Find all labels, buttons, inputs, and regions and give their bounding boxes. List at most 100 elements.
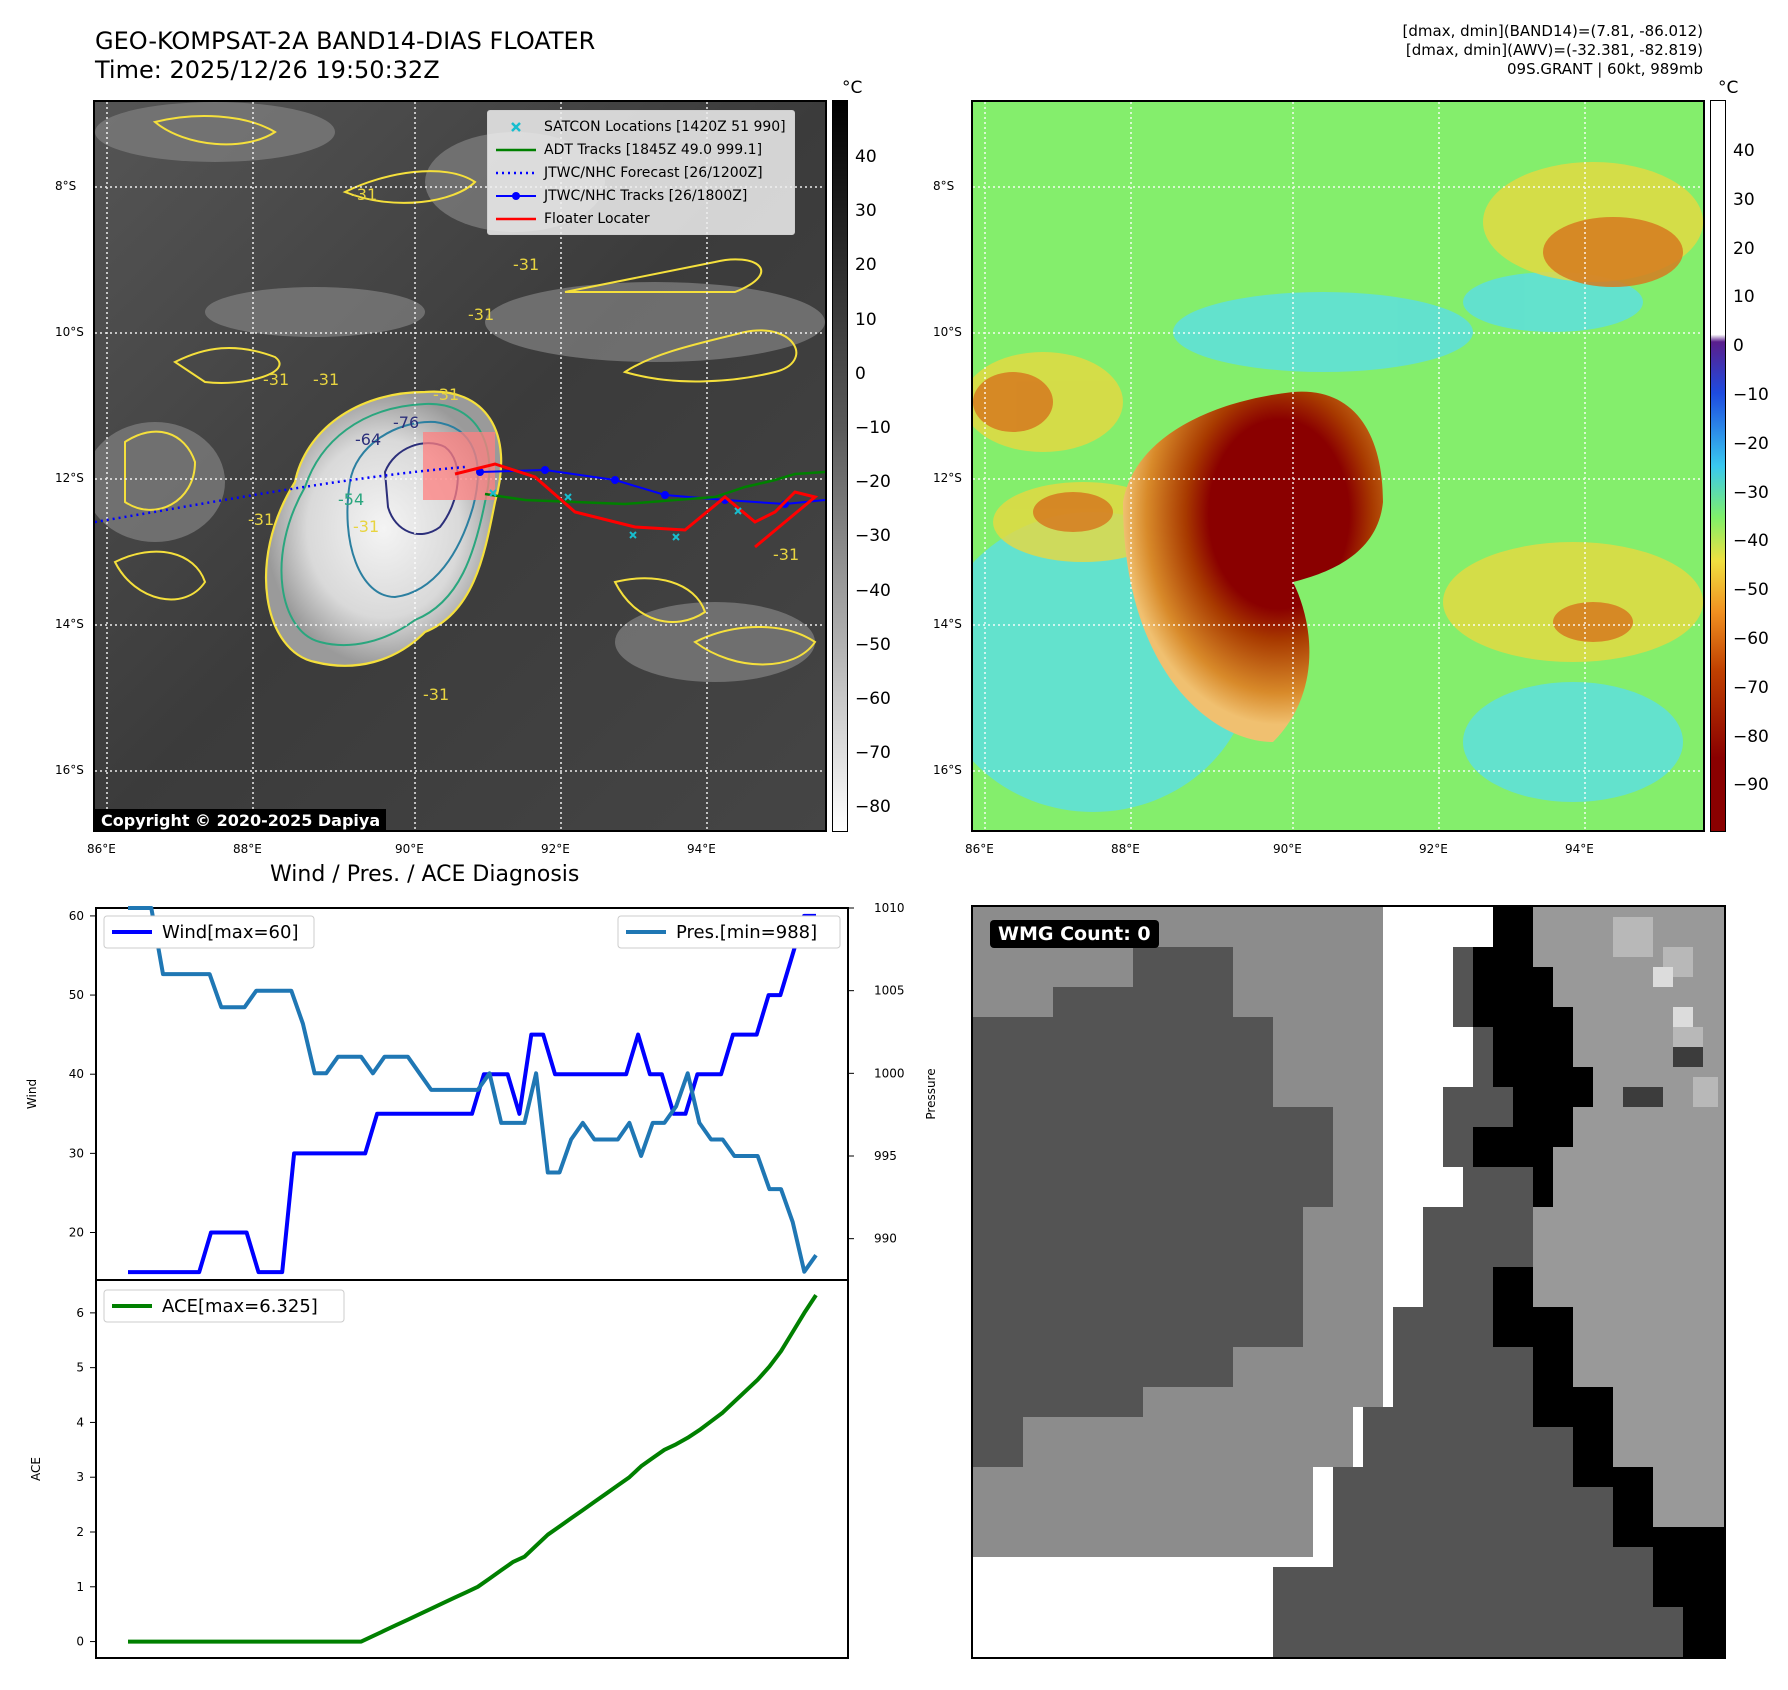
solid-line-icon — [496, 212, 536, 226]
awv-colorbar-tick: −10 — [1733, 385, 1769, 405]
ir-colorbar-tick: −60 — [855, 689, 891, 709]
lat-label: 16°S — [933, 763, 962, 777]
forecast-track — [95, 465, 466, 524]
legend-item-floater: Floater Locater — [496, 207, 786, 230]
contour-label: -31 — [773, 545, 799, 564]
awv-colorbar-tick: −80 — [1733, 726, 1769, 747]
awv-colorbar-tick: −50 — [1733, 580, 1769, 601]
wind-tick-label: 30 — [69, 1146, 84, 1160]
stats-block: [dmax, dmin](BAND14)=(7.81, -86.012) [dm… — [1403, 22, 1703, 79]
wmg-panel — [971, 905, 1726, 1659]
wind-tick-label: 60 — [69, 909, 84, 923]
contour-label-layer: -31 -31 -31 -31 -31 -31 -31 -31 -54 -64 -76 -31 -31 — [248, 185, 799, 704]
legend-item-adt: ADT Tracks [1845Z 49.0 999.1] — [496, 138, 786, 161]
contour-label: -31 — [433, 385, 459, 404]
solid-line-icon — [496, 143, 536, 157]
line-dot-icon — [496, 189, 536, 203]
ace-axis-label: ACE — [29, 1457, 43, 1481]
lat-label: 14°S — [55, 617, 84, 631]
contour-label: -64 — [355, 430, 381, 449]
lon-label: 94°E — [687, 842, 716, 856]
ace-tick-label: 2 — [76, 1525, 84, 1539]
pressure-tick-label: 995 — [874, 1149, 897, 1163]
ace-tick-label: 6 — [76, 1306, 84, 1320]
ir-colorbar-tick: −50 — [855, 634, 891, 655]
awv-colorbar-tick: −20 — [1733, 433, 1769, 454]
title-line-time: Time: 2025/12/26 19:50:32Z — [95, 56, 440, 84]
ace-legend: ACE[max=6.325] — [103, 1289, 345, 1323]
awv-colorbar-tick: −60 — [1733, 629, 1769, 649]
lon-label: 88°E — [233, 842, 262, 856]
contour-label: -31 — [513, 255, 539, 274]
copyright-badge: Copyright © 2020-2025 Dapiya — [95, 809, 387, 832]
legend-label-floater: Floater Locater — [544, 210, 650, 227]
ir-colorbar-tick: 10 — [855, 309, 877, 330]
lon-label: 92°E — [1419, 842, 1448, 856]
lat-label: 8°S — [55, 179, 77, 193]
legend-item-forecast: JTWC/NHC Forecast [26/1200Z] — [496, 161, 786, 184]
ace-tick-label: 3 — [76, 1470, 84, 1484]
lat-label: 10°S — [933, 325, 962, 339]
ir-colorbar-tick: 30 — [855, 201, 877, 222]
stats-storm: 09S.GRANT | 60kt, 989mb — [1506, 60, 1703, 78]
ir-colorbar-tick: 20 — [855, 255, 877, 276]
lat-label: 8°S — [933, 179, 955, 193]
svg-text:ACE[max=6.325]: ACE[max=6.325] — [162, 1296, 318, 1317]
pressure-tick-label: 1010 — [874, 901, 905, 915]
contour-label: -31 — [423, 685, 449, 704]
lat-label: 12°S — [55, 471, 84, 485]
stats-awv: [dmax, dmin](AWV)=(-32.381, -82.819) — [1405, 41, 1703, 59]
wind-legend: Wind[max=60] — [103, 915, 315, 949]
satcon-marker-icon — [496, 120, 536, 134]
svg-text:Wind[max=60]: Wind[max=60] — [162, 922, 299, 943]
title-line-satellite: GEO-KOMPSAT-2A BAND14-DIAS FLOATER — [95, 27, 596, 55]
wind-tick-label: 50 — [69, 988, 84, 1002]
dotted-line-icon — [496, 166, 536, 180]
diagnosis-title: Wind / Pres. / ACE Diagnosis — [270, 862, 580, 887]
wind-pressure-axes — [95, 907, 849, 1281]
diagnosis-chart: 60 50 40 30 20 1010 1005 1000 995 990 6 5 4 3 2 1 0 Wind P… — [25, 901, 938, 1659]
floater-track — [454, 462, 819, 549]
awv-colorbar-tick: 40 — [1733, 141, 1755, 161]
lat-label: 10°S — [55, 325, 84, 339]
pressure-series-line — [128, 906, 818, 1274]
legend-item-satcon: SATCON Locations [1420Z 51 990] — [496, 115, 786, 138]
ir-legend: SATCON Locations [1420Z 51 990] ADT Trac… — [487, 110, 795, 235]
ir-colorbar-tick: −80 — [855, 797, 891, 818]
ace-tick-label: 1 — [76, 1580, 84, 1594]
wmg-image — [973, 907, 1724, 1657]
stats-band14: [dmax, dmin](BAND14)=(7.81, -86.012) — [1402, 22, 1703, 40]
ir-map-panel: SATCON Locations [1420Z 51 990] ADT Trac… — [93, 100, 827, 832]
awv-colorbar-unit: °C — [1718, 78, 1739, 98]
awv-map-panel — [971, 100, 1705, 832]
ir-colorbar-tick: −20 — [855, 472, 891, 493]
ir-colorbar — [832, 100, 848, 832]
ir-colorbar-tick: −10 — [855, 418, 891, 438]
legend-label-jtwc: JTWC/NHC Tracks [26/1800Z] — [544, 187, 748, 204]
lon-label: 92°E — [541, 842, 570, 856]
pressure-legend: Pres.[min=988] — [617, 915, 841, 949]
awv-colorbar-tick: −30 — [1733, 482, 1769, 503]
lon-label: 90°E — [395, 842, 424, 856]
ace-tick-label: 4 — [76, 1415, 84, 1429]
legend-item-jtwc: JTWC/NHC Tracks [26/1800Z] — [496, 184, 786, 207]
awv-colorbar-tick: 20 — [1733, 238, 1755, 259]
lon-label: 94°E — [1565, 842, 1594, 856]
pressure-tick-label: 1000 — [874, 1066, 905, 1080]
ir-colorbar-unit: °C — [842, 78, 863, 98]
ir-colorbar-tick: −30 — [855, 526, 891, 547]
legend-label-adt: ADT Tracks [1845Z 49.0 999.1] — [544, 141, 763, 158]
ir-colorbar-tick: 40 — [855, 147, 877, 167]
ir-colorbar-tick: −70 — [855, 743, 891, 764]
lat-label: 16°S — [55, 763, 84, 777]
lon-label: 86°E — [965, 842, 994, 856]
legend-label-satcon: SATCON Locations [1420Z 51 990] — [544, 118, 786, 135]
contour-label: -31 — [248, 510, 274, 529]
awv-map-image — [973, 102, 1703, 830]
contour-label: -31 — [263, 370, 289, 389]
wind-tick-label: 20 — [69, 1226, 84, 1240]
awv-colorbar-tick: −70 — [1733, 677, 1769, 698]
contour-label: -31 — [313, 370, 339, 389]
contour-label: -31 — [353, 517, 379, 536]
pressure-tick-label: 1005 — [874, 984, 905, 998]
